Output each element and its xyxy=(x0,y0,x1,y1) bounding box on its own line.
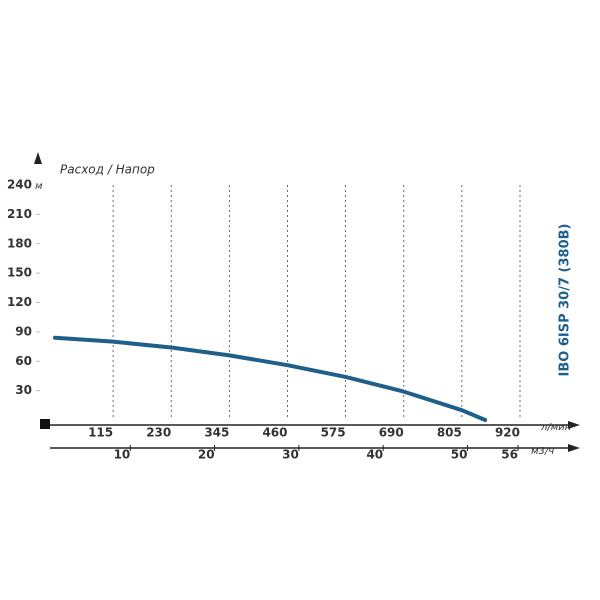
x-tick-label: 230 xyxy=(146,426,171,440)
y-label: м xyxy=(35,181,43,192)
x-tick-label: 690 xyxy=(379,426,404,440)
y-tick-label: 180 xyxy=(7,236,32,250)
y-tick-label: 210 xyxy=(7,207,32,221)
y-tick-label: 150 xyxy=(7,266,32,280)
x-tick-label: 345 xyxy=(204,426,229,440)
x-tick-label: 575 xyxy=(321,426,346,440)
x-tick-label: 805 xyxy=(437,426,462,440)
y-arrow xyxy=(34,152,42,164)
chart-title: Расход / Напор xyxy=(60,163,155,177)
x2-tick-label: 56 xyxy=(501,448,518,462)
side-title: IBO 6ISP 30/7 (380В) xyxy=(558,224,573,377)
x-arrow xyxy=(568,421,580,429)
x-tick-label: 115 xyxy=(88,426,113,440)
y-tick-label: 30 xyxy=(15,383,32,397)
x2-tick-label: 40 xyxy=(366,448,383,462)
x2-tick-label: 50 xyxy=(451,448,468,462)
curve xyxy=(53,335,488,422)
y-tick-label: 240 xyxy=(7,178,32,192)
x2-tick-label: 20 xyxy=(198,448,215,462)
y-tick-label: 120 xyxy=(7,295,32,309)
x-tick-label: 920 xyxy=(495,426,520,440)
x2-label: м3/ч xyxy=(531,446,554,457)
origin-square xyxy=(40,419,50,429)
x-tick-label: 460 xyxy=(262,426,287,440)
x2-tick-label: 30 xyxy=(282,448,299,462)
x2-tick-label: 10 xyxy=(114,448,131,462)
y-tick-label: 60 xyxy=(15,354,32,368)
x2-arrow xyxy=(568,444,580,452)
y-tick-label: 90 xyxy=(15,324,32,338)
x-label: л/мин xyxy=(540,422,572,433)
